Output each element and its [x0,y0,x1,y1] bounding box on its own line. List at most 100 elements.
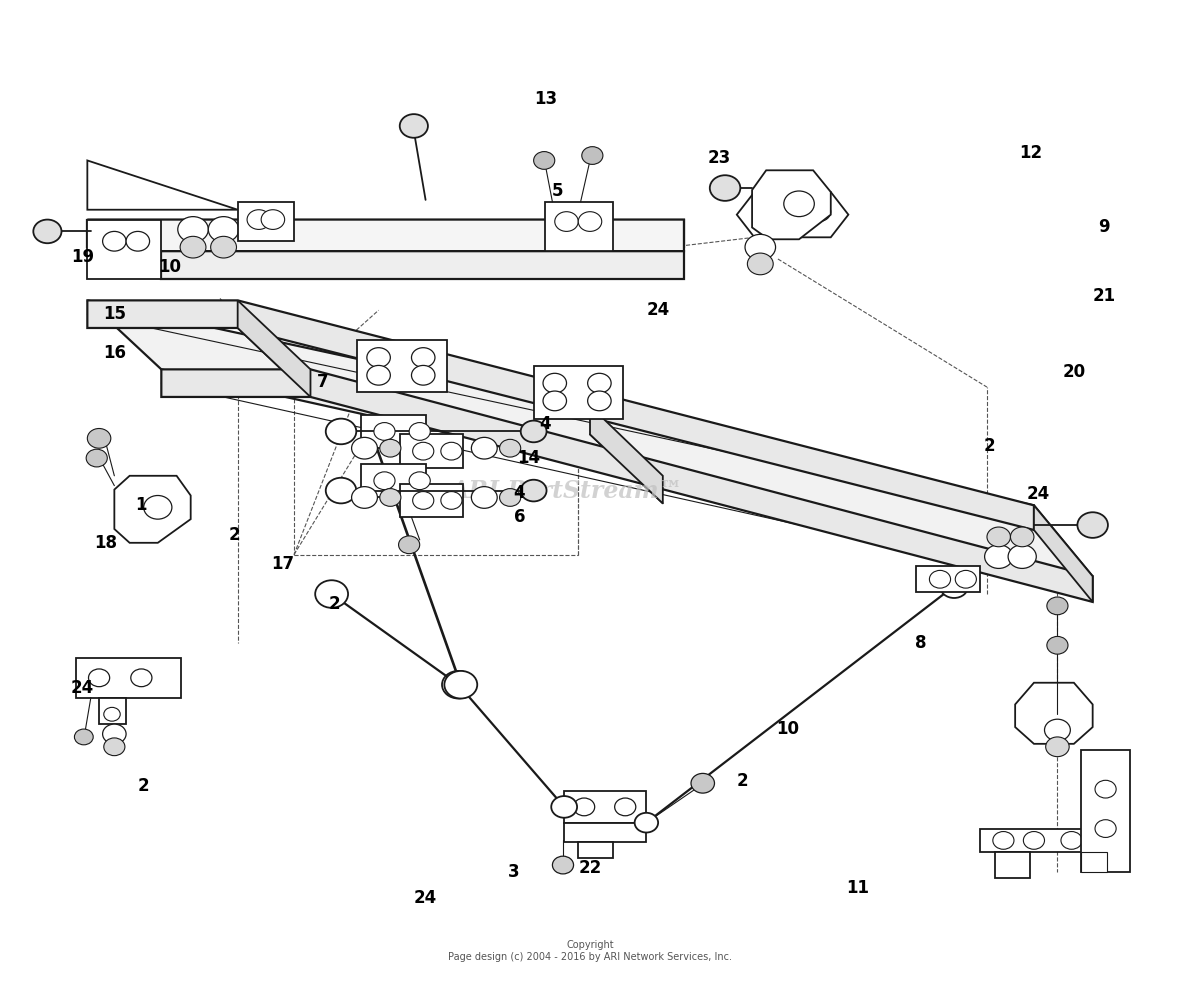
Circle shape [399,536,420,554]
Text: 9: 9 [1099,218,1110,237]
Text: 8: 8 [916,634,927,652]
Text: 17: 17 [270,556,294,574]
Text: 22: 22 [578,859,602,877]
Text: 2: 2 [736,772,748,790]
Circle shape [520,420,546,442]
Polygon shape [578,842,614,858]
Circle shape [87,428,111,448]
Circle shape [747,253,773,275]
Text: 13: 13 [533,90,557,108]
Circle shape [1061,831,1082,849]
Polygon shape [237,202,294,241]
Polygon shape [87,300,1034,530]
Text: 19: 19 [71,248,94,266]
Circle shape [131,669,152,687]
Circle shape [352,487,378,508]
Polygon shape [590,406,663,503]
Polygon shape [533,367,623,418]
Circle shape [367,366,391,385]
Text: 24: 24 [71,679,94,697]
Text: 20: 20 [1062,364,1086,382]
Circle shape [352,437,378,459]
Polygon shape [545,202,614,251]
Text: Copyright
Page design (c) 2004 - 2016 by ARI Network Services, Inc.: Copyright Page design (c) 2004 - 2016 by… [448,940,732,961]
Circle shape [380,439,401,457]
Circle shape [413,442,434,460]
Text: 10: 10 [775,720,799,738]
Polygon shape [99,698,126,724]
Circle shape [247,210,270,230]
Text: 7: 7 [316,374,328,391]
Circle shape [1023,831,1044,849]
Circle shape [578,212,602,232]
Polygon shape [87,300,1093,577]
Circle shape [104,738,125,756]
Polygon shape [76,658,182,698]
Circle shape [88,669,110,687]
Circle shape [126,232,150,251]
Circle shape [984,545,1012,569]
Circle shape [74,729,93,745]
Circle shape [86,449,107,467]
Circle shape [745,234,775,260]
Text: 14: 14 [517,449,540,467]
Circle shape [588,391,611,410]
Text: 2: 2 [983,437,995,455]
Circle shape [533,152,555,169]
Circle shape [441,492,463,509]
Polygon shape [564,791,647,823]
Polygon shape [1034,505,1093,602]
Circle shape [33,220,61,243]
Polygon shape [87,220,684,251]
Circle shape [211,236,236,258]
Polygon shape [87,161,237,210]
Polygon shape [1081,750,1130,872]
Circle shape [1045,737,1069,757]
Circle shape [956,571,976,588]
Text: 15: 15 [103,305,126,323]
Polygon shape [361,464,426,497]
Polygon shape [87,220,684,247]
Text: 16: 16 [103,344,126,362]
Text: 21: 21 [1093,287,1116,305]
Text: 2: 2 [138,777,150,795]
Circle shape [930,571,951,588]
Polygon shape [917,567,979,592]
Text: 18: 18 [94,534,118,552]
Polygon shape [87,220,162,278]
Polygon shape [162,370,1093,602]
Polygon shape [979,828,1104,852]
Text: 23: 23 [708,150,730,167]
Circle shape [1095,780,1116,798]
Circle shape [412,348,435,368]
Circle shape [1010,527,1034,547]
Polygon shape [162,251,684,278]
Circle shape [374,472,395,490]
Circle shape [441,442,463,460]
Circle shape [209,217,238,242]
Circle shape [374,422,395,440]
Polygon shape [564,823,647,842]
Text: 4: 4 [539,414,551,432]
Circle shape [1095,820,1116,837]
Polygon shape [237,300,310,397]
Circle shape [499,489,520,506]
Circle shape [103,724,126,744]
Polygon shape [1015,683,1093,744]
Text: 6: 6 [513,508,525,526]
Text: 12: 12 [1018,144,1042,162]
Circle shape [635,813,658,832]
Text: 11: 11 [846,879,870,897]
Circle shape [413,492,434,509]
Circle shape [986,527,1010,547]
Circle shape [445,671,477,699]
Circle shape [615,798,636,816]
Polygon shape [361,414,426,448]
Circle shape [1044,719,1070,741]
Circle shape [543,374,566,393]
Circle shape [768,202,792,222]
Circle shape [442,671,474,699]
Circle shape [555,212,578,232]
Circle shape [784,191,814,217]
Circle shape [409,422,431,440]
